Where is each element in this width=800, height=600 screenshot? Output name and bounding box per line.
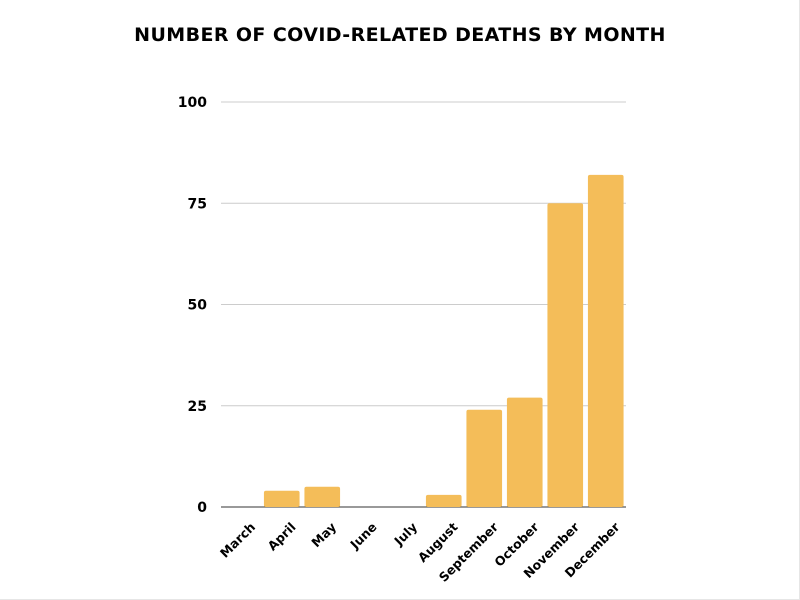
- bars: [263, 174, 624, 507]
- x-tick-label-april: April: [264, 519, 298, 553]
- y-tick-label-100: 100: [178, 95, 207, 111]
- y-tick-label-0: 0: [197, 500, 207, 516]
- y-tick-label-25: 25: [188, 399, 207, 415]
- x-axis-ticks: March April May June JulyAugustSeptemberOcto…: [217, 519, 623, 585]
- x-tick-label-march: March: [217, 519, 258, 560]
- bar-october[interactable]: [506, 397, 543, 507]
- bar-november[interactable]: [547, 203, 584, 507]
- bar-april[interactable]: [263, 490, 300, 507]
- x-tick-label-june: June: [346, 519, 379, 552]
- x-tick-label-july: July: [390, 519, 420, 549]
- bar-december[interactable]: [587, 174, 624, 507]
- y-axis-ticks: 0 25 50 75 100: [178, 95, 207, 516]
- chart-title: NUMBER OF COVID-RELATED DEATHS BY MONTH: [134, 24, 666, 46]
- bar-may[interactable]: [304, 486, 341, 507]
- y-tick-label-75: 75: [188, 196, 207, 212]
- x-tick-label-may: May: [308, 519, 339, 550]
- bar-august[interactable]: [425, 494, 462, 507]
- y-tick-label-50: 50: [188, 298, 208, 314]
- bar-september[interactable]: [466, 409, 503, 507]
